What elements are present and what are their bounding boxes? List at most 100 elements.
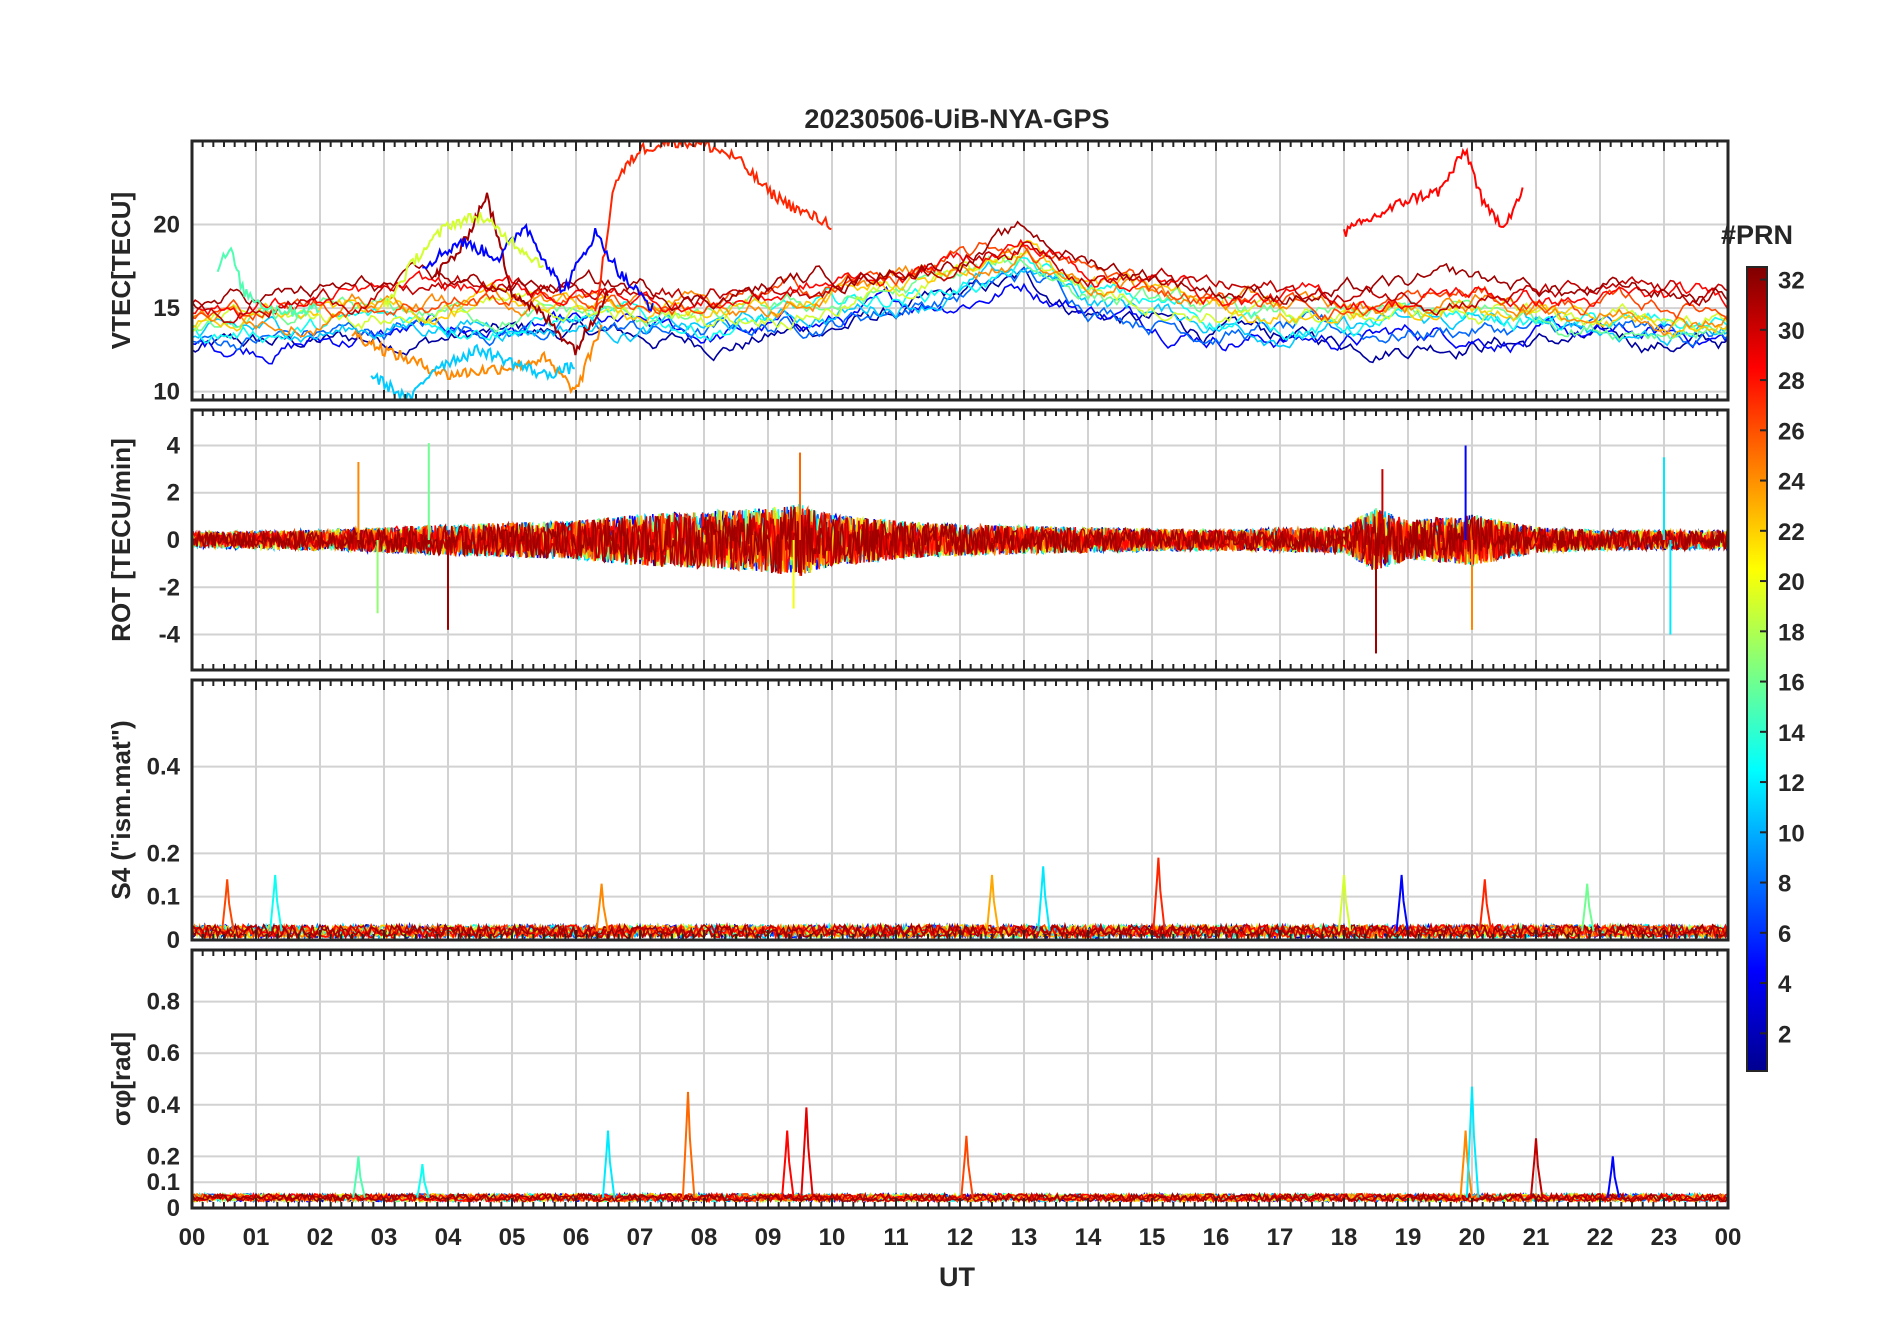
x-tick-label: 21	[1523, 1224, 1550, 1251]
x-tick-label: 11	[883, 1224, 908, 1251]
colorbar-label: #PRN	[1721, 220, 1793, 250]
y-tick-label: 0.1	[147, 1169, 180, 1196]
y-tick-label: 20	[153, 212, 180, 239]
sigma_phi-peak	[1465, 1086, 1480, 1198]
ticks-sigma_phi	[191, 950, 1729, 1208]
panel-sigma_phi: 00.10.2 0.4 0.6 0.8 σφ[rad]	[106, 948, 1730, 1222]
y-tick-label: 4	[167, 432, 181, 459]
x-tick-label: 17	[1267, 1224, 1294, 1251]
colorbar-tick-label: 26	[1778, 418, 1805, 445]
y-tick-label: 0.6	[147, 1040, 180, 1067]
vtec-trace-prn-30	[192, 240, 1728, 324]
plot-area-vtec	[192, 141, 1728, 400]
vtec-series-prn-28	[1343, 147, 1524, 237]
x-tick-label: 07	[627, 1224, 654, 1251]
sigma_phi-peak	[681, 1091, 696, 1198]
x-tick-label: 23	[1651, 1224, 1678, 1251]
x-tick-label: 06	[563, 1224, 590, 1251]
x-tick-label: 05	[499, 1224, 526, 1251]
colorbar-tick-label: 8	[1778, 871, 1791, 898]
x-tick-label: 12	[947, 1224, 974, 1251]
sigma_phi-peak	[1606, 1156, 1621, 1198]
s4-peak	[595, 883, 609, 932]
vtec-series-prn-19	[383, 212, 544, 311]
y-tick-label: -2	[159, 574, 180, 601]
s4-peak	[1581, 883, 1595, 932]
s4-peak	[1395, 874, 1409, 932]
y-tick-label: 0.1	[147, 884, 180, 911]
panel-vtec: 10 15 20 VTEC[TECU]	[106, 139, 1730, 406]
s4-peak	[985, 874, 1000, 932]
colorbar-tick-label: 30	[1778, 318, 1805, 345]
sigma_phi-peak	[781, 1130, 795, 1198]
ticks-vtec	[191, 141, 1729, 400]
y-axis-label-sigma_phi: σφ[rad]	[106, 1032, 136, 1126]
y-tick-label: 10	[153, 379, 180, 406]
vtec-series-prn-15	[216, 246, 320, 318]
y-tick-label: 0.2	[147, 1143, 180, 1170]
y-tick-label: 0.8	[147, 989, 180, 1016]
x-tick-label: 08	[691, 1224, 718, 1251]
y-axis-label-s4: S4 ("ism.mat")	[106, 720, 136, 899]
colorbar-tick-label: 12	[1778, 770, 1805, 797]
vtec-series-prn-5	[422, 222, 654, 312]
sigma_phi-peak	[352, 1156, 366, 1198]
colorbar-tick-label: 24	[1778, 469, 1805, 496]
s4-peak	[1337, 874, 1352, 932]
x-tick-label: 03	[371, 1224, 398, 1251]
x-tick-label: 19	[1395, 1224, 1422, 1251]
vtec-series-prn-27	[594, 141, 832, 312]
x-tick-label: 16	[1203, 1224, 1230, 1251]
x-tick-label: 04	[435, 1224, 462, 1251]
panel-rot: -4 -2 0 2 4 ROT [TECU/min]	[106, 408, 1730, 672]
ticks-s4	[191, 680, 1729, 940]
sigma_phi-peak	[416, 1163, 430, 1198]
colorbar-tick-label: 16	[1778, 670, 1805, 697]
y-tick-label: 0.4	[147, 754, 181, 781]
vtec-trace-prn-8	[192, 267, 1728, 352]
colorbar-tick-label: 22	[1778, 519, 1805, 546]
colorbar-tick-label: 18	[1778, 619, 1805, 646]
x-tick-label: 15	[1139, 1224, 1166, 1251]
colorbar-tick-label: 32	[1778, 268, 1805, 295]
x-tick-label: 20	[1459, 1224, 1486, 1251]
x-tick-label: 22	[1587, 1224, 1614, 1251]
colorbar-tick-label: 10	[1778, 820, 1805, 847]
s4-peak	[269, 874, 283, 932]
sigma_phi-peak	[1529, 1138, 1544, 1198]
x-tick-label: 00	[179, 1224, 206, 1251]
vtec-trace-prn-5	[192, 282, 1728, 365]
y-axis-label-vtec: VTEC[TECU]	[106, 192, 136, 349]
s4-peak	[1037, 866, 1051, 932]
s4-peak	[221, 879, 235, 932]
y-tick-label: 0	[167, 927, 180, 954]
y-tick-label: 0	[167, 1195, 180, 1222]
y-tick-label: -4	[159, 622, 181, 649]
vtec-trace-prn-13	[192, 256, 1728, 344]
plot-area-rot	[192, 443, 1728, 654]
x-tick-label: 10	[819, 1224, 846, 1251]
sigma_phi-peak	[601, 1130, 616, 1198]
vtec-trace-prn-31	[192, 220, 1728, 312]
ticks-rot	[191, 410, 1729, 670]
colorbar-tick-label: 20	[1778, 569, 1805, 596]
colorbar-tick-label: 2	[1778, 1021, 1791, 1048]
colorbar-tick-label: 14	[1778, 720, 1805, 747]
x-tick-label: 02	[307, 1224, 334, 1251]
x-tick-label: 01	[243, 1224, 270, 1251]
x-tick-label: 13	[1011, 1224, 1038, 1251]
x-axis-label: UT	[939, 1262, 975, 1292]
s4-peak	[1478, 879, 1493, 932]
colorbar-tick-label: 6	[1778, 921, 1791, 948]
grid-s4	[192, 680, 1728, 941]
x-tick-label: 14	[1075, 1224, 1102, 1251]
x-tick-labels: 00 01 02 03 04 05 06 07 08 09 10 11 12 13 14 15 16 17 18 19…	[179, 1224, 1742, 1251]
sigma_phi-peak	[960, 1135, 974, 1198]
y-tick-label: 0.2	[147, 840, 180, 867]
y-tick-label: 0.4	[147, 1092, 181, 1119]
colorbar-gradient	[1746, 266, 1768, 1072]
